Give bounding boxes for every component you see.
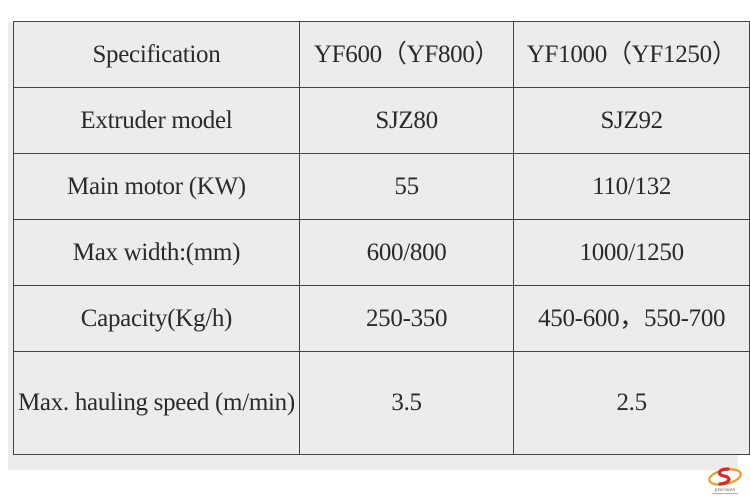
table-row: Extruder model SJZ80 SJZ92 xyxy=(13,87,750,154)
precision-logo-icon: precision xyxy=(708,467,742,495)
header-cell-yf600: YF600（YF800） xyxy=(298,21,515,88)
table-cell: SJZ92 xyxy=(513,87,750,154)
table-row: Capacity(Kg/h) 250-350 450-600，550-700 xyxy=(13,285,750,352)
table-cell: SJZ80 xyxy=(298,87,515,154)
table-row: Main motor (KW) 55 110/132 xyxy=(13,153,750,220)
header-cell-yf1000: YF1000（YF1250） xyxy=(513,21,750,88)
row-label: Capacity(Kg/h) xyxy=(13,285,300,352)
row-label: Extruder model xyxy=(13,87,300,154)
table-cell: 2.5 xyxy=(513,351,750,455)
table-cell: 450-600，550-700 xyxy=(513,285,750,352)
table-cell: 1000/1250 xyxy=(513,219,750,286)
table-row: Max. hauling speed (m/min) 3.5 2.5 xyxy=(13,351,750,455)
table-cell: 600/800 xyxy=(298,219,515,286)
table-row: Max width:(mm) 600/800 1000/1250 xyxy=(13,219,750,286)
table-cell: 110/132 xyxy=(513,153,750,220)
header-cell-specification: Specification xyxy=(13,21,300,88)
table-cell: 3.5 xyxy=(298,351,515,455)
row-label: Max width:(mm) xyxy=(13,219,300,286)
specification-table: Specification YF600（YF800） YF1000（YF1250… xyxy=(13,21,750,455)
row-label: Main motor (KW) xyxy=(13,153,300,220)
table-cell: 250-350 xyxy=(298,285,515,352)
logo-text: precision xyxy=(714,487,736,493)
table-header-row: Specification YF600（YF800） YF1000（YF1250… xyxy=(13,21,750,88)
row-label: Max. hauling speed (m/min) xyxy=(13,351,300,455)
table-cell: 55 xyxy=(298,153,515,220)
